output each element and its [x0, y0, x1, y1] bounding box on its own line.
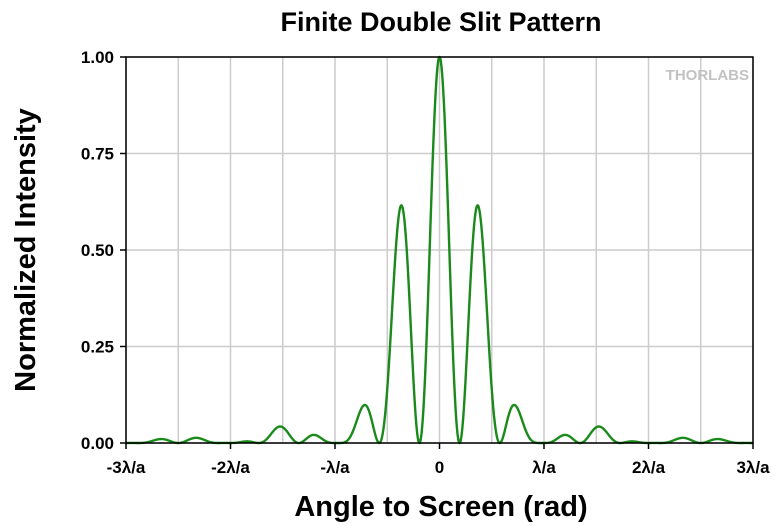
x-tick-label: -λ/a: [320, 458, 350, 477]
grid: [125, 56, 754, 444]
y-axis-title: Normalized Intensity: [10, 108, 42, 392]
thorlabs-logo: THORLABS: [666, 67, 749, 84]
x-tick-label: 3λ/a: [736, 458, 770, 477]
ticks: -3λ/a -2λ/a -λ/a 0 λ/a 2λ/a 3λ/a 0.00 0.25 0.50 0.…: [81, 48, 770, 477]
y-tick-label: 0.00: [81, 434, 114, 453]
y-tick-label: 1.00: [81, 48, 114, 67]
x-tick-label: -2λ/a: [211, 458, 250, 477]
x-tick-label: -3λ/a: [107, 458, 146, 477]
x-axis-title: Angle to Screen (rad): [294, 491, 587, 523]
chart-title: Finite Double Slit Pattern: [280, 7, 601, 37]
x-tick-label: 2λ/a: [632, 458, 666, 477]
y-tick-label: 0.75: [81, 145, 114, 164]
x-tick-label: λ/a: [532, 458, 556, 477]
y-tick-label: 0.50: [81, 241, 114, 260]
x-tick-label: 0: [435, 458, 444, 477]
y-tick-label: 0.25: [81, 338, 114, 357]
